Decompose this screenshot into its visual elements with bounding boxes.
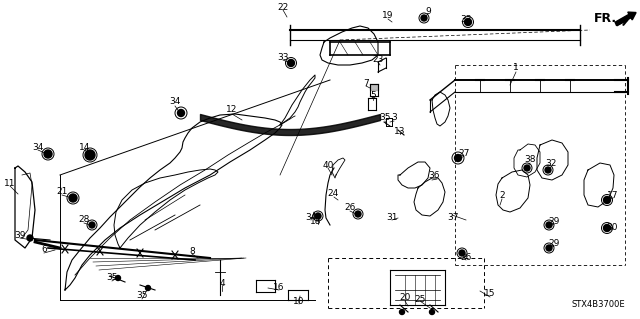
Circle shape	[315, 213, 321, 219]
Text: 11: 11	[4, 179, 16, 188]
Text: 14: 14	[79, 143, 91, 152]
Circle shape	[44, 150, 52, 158]
Text: 26: 26	[460, 253, 472, 262]
Circle shape	[454, 154, 461, 161]
Text: 18: 18	[310, 218, 322, 226]
Circle shape	[545, 167, 551, 173]
Text: 34: 34	[305, 212, 317, 221]
Text: 35: 35	[106, 273, 118, 283]
Circle shape	[89, 222, 95, 228]
Text: 12: 12	[227, 106, 237, 115]
Text: 7: 7	[363, 78, 369, 87]
Circle shape	[604, 225, 611, 232]
Text: 21: 21	[56, 188, 68, 197]
Text: 1: 1	[513, 63, 519, 72]
Circle shape	[145, 286, 150, 291]
Text: 16: 16	[273, 283, 285, 292]
Text: 31: 31	[387, 212, 397, 221]
Circle shape	[546, 222, 552, 228]
Text: 17: 17	[607, 191, 619, 201]
Text: 2: 2	[499, 191, 505, 201]
Text: 30: 30	[606, 224, 618, 233]
Text: FR.: FR.	[594, 11, 617, 25]
Text: 8: 8	[189, 247, 195, 256]
Text: 32: 32	[545, 160, 557, 168]
Circle shape	[115, 276, 120, 280]
Text: 28: 28	[78, 216, 90, 225]
Circle shape	[459, 250, 465, 256]
Circle shape	[546, 245, 552, 251]
Text: 34: 34	[32, 143, 44, 152]
Text: 38: 38	[524, 155, 536, 165]
Circle shape	[355, 211, 361, 217]
Circle shape	[399, 309, 404, 315]
Text: 34: 34	[170, 98, 180, 107]
Text: 5: 5	[370, 91, 376, 100]
Text: 3: 3	[391, 114, 397, 122]
Text: 29: 29	[548, 217, 560, 226]
Circle shape	[85, 150, 95, 160]
Text: 15: 15	[484, 290, 496, 299]
Circle shape	[604, 197, 611, 204]
Text: 39: 39	[14, 232, 26, 241]
Text: 33: 33	[460, 16, 472, 25]
Text: 19: 19	[382, 11, 394, 20]
Text: 26: 26	[344, 204, 356, 212]
Text: 6: 6	[41, 246, 47, 255]
Circle shape	[465, 19, 472, 26]
Text: 4: 4	[219, 278, 225, 287]
Text: 35: 35	[380, 114, 391, 122]
Text: 9: 9	[425, 8, 431, 17]
Circle shape	[429, 309, 435, 315]
Circle shape	[421, 15, 427, 21]
Circle shape	[69, 194, 77, 202]
FancyArrow shape	[615, 12, 636, 26]
Text: STX4B3700E: STX4B3700E	[572, 300, 625, 309]
Text: 35: 35	[136, 292, 148, 300]
Text: 33: 33	[277, 53, 289, 62]
Text: 27: 27	[458, 149, 470, 158]
Circle shape	[27, 235, 33, 241]
Circle shape	[524, 165, 530, 171]
Text: 40: 40	[323, 160, 333, 169]
Text: 36: 36	[428, 172, 440, 181]
Text: 37: 37	[447, 212, 459, 221]
Text: 24: 24	[328, 189, 339, 198]
Text: 23: 23	[372, 55, 384, 63]
Text: 25: 25	[414, 295, 426, 305]
Text: 20: 20	[399, 293, 411, 302]
Text: 29: 29	[548, 240, 560, 249]
Text: 10: 10	[293, 298, 305, 307]
Circle shape	[177, 109, 184, 116]
Circle shape	[287, 60, 294, 66]
Text: 22: 22	[277, 4, 289, 12]
Polygon shape	[370, 84, 378, 90]
Text: 13: 13	[394, 127, 406, 136]
